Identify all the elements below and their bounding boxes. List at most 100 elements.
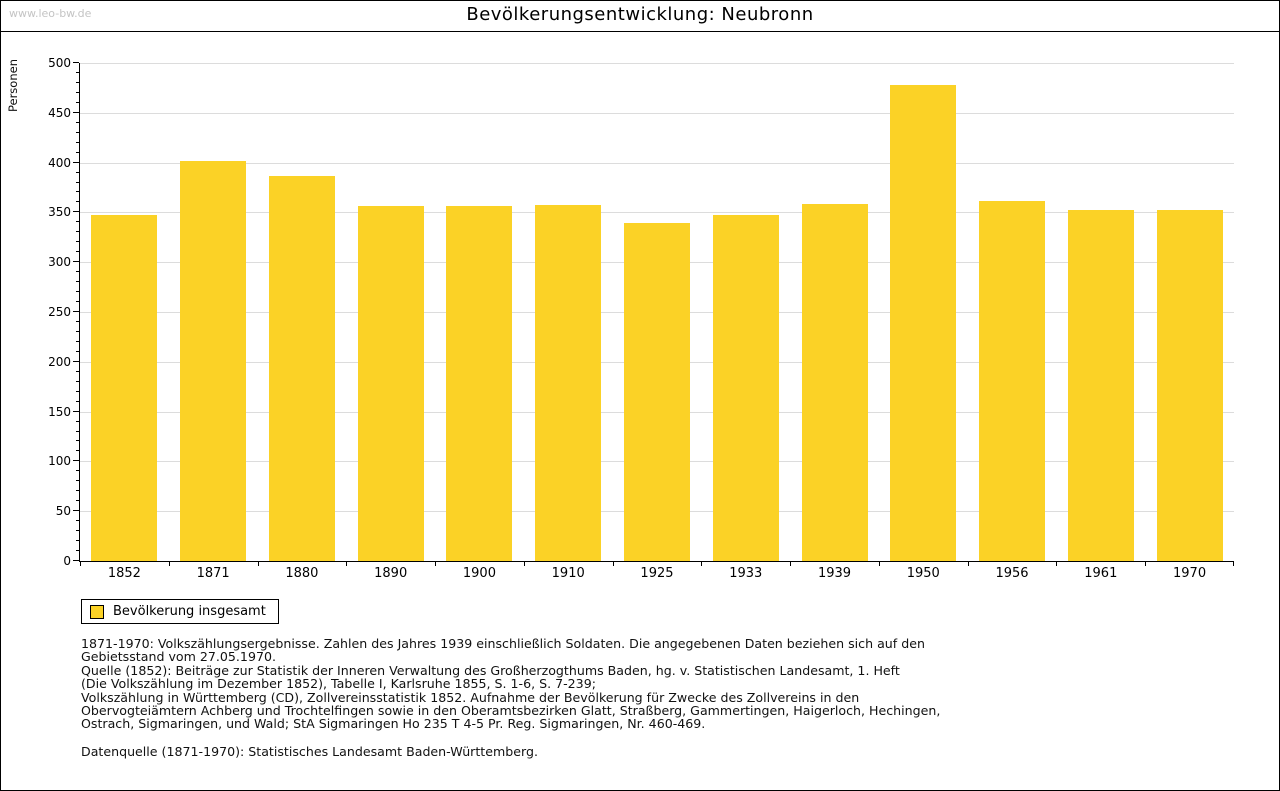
axis-tick bbox=[76, 440, 79, 442]
axis-tick bbox=[76, 500, 79, 502]
y-axis-tick-labels: 0 50 100 150 200 250 300 350 400 450 500 bbox=[1, 57, 71, 567]
x-tick-label: 1871 bbox=[196, 566, 230, 581]
axis-tick bbox=[76, 231, 79, 233]
footnote-line: Obervogteiämtern Achberg und Trochtelfin… bbox=[81, 703, 941, 719]
axis-tick bbox=[76, 121, 79, 123]
axis-tick bbox=[168, 562, 170, 566]
axis-tick bbox=[523, 562, 525, 566]
axis-tick bbox=[790, 562, 792, 566]
footnote-line: Volkszählung in Württemberg (CD), Zollve… bbox=[81, 689, 860, 705]
axis-tick bbox=[76, 181, 79, 183]
axis-tick bbox=[76, 520, 79, 522]
bar bbox=[91, 215, 158, 561]
y-tick-label: 500 bbox=[48, 56, 71, 70]
axis-tick bbox=[76, 201, 79, 203]
footnote-line: Quelle (1852): Beiträge zur Statistik de… bbox=[81, 662, 900, 678]
axis-tick bbox=[73, 211, 79, 213]
axis-tick bbox=[76, 550, 79, 552]
y-tick-label: 150 bbox=[48, 404, 71, 419]
axis-tick bbox=[76, 291, 79, 293]
x-tick-label: 1970 bbox=[1173, 566, 1207, 581]
plot-area bbox=[79, 63, 1234, 562]
axis-tick bbox=[967, 562, 969, 566]
axis-tick bbox=[76, 191, 79, 193]
x-tick-label: 1961 bbox=[1084, 566, 1118, 581]
bar bbox=[1156, 210, 1223, 561]
bar bbox=[357, 206, 424, 561]
axis-tick bbox=[76, 340, 79, 342]
y-tick-label: 50 bbox=[55, 504, 71, 519]
axis-tick bbox=[76, 470, 79, 472]
axis-tick bbox=[76, 221, 79, 223]
gridline bbox=[80, 63, 1234, 64]
axis-tick bbox=[76, 480, 79, 482]
axis-tick bbox=[76, 251, 79, 253]
axis-tick bbox=[73, 161, 79, 163]
axis-tick bbox=[76, 131, 79, 133]
axis-tick bbox=[76, 81, 79, 83]
legend-series-label: Bevölkerung insgesamt bbox=[113, 604, 266, 619]
axis-tick bbox=[76, 241, 79, 243]
legend-box: Bevölkerung insgesamt bbox=[81, 599, 279, 624]
x-tick-label: 1910 bbox=[551, 566, 585, 581]
axis-tick bbox=[1056, 562, 1058, 566]
bar bbox=[1067, 210, 1134, 561]
gridline bbox=[80, 112, 1234, 114]
x-tick-label: 1939 bbox=[817, 566, 852, 581]
axis-tick bbox=[76, 380, 79, 382]
x-tick-label: 1900 bbox=[462, 566, 496, 581]
axis-tick bbox=[76, 91, 79, 93]
axis-tick bbox=[76, 101, 79, 103]
footnotes: 1871-1970: Volkszählungsergebnisse. Zahl… bbox=[81, 636, 1221, 759]
axis-tick bbox=[73, 311, 79, 312]
axis-tick bbox=[73, 510, 79, 512]
x-axis-tick-labels: 1852 1871 1880 1890 1900 1910 1925 1933 1939 1950… bbox=[80, 566, 1234, 581]
axis-tick bbox=[76, 301, 79, 303]
axis-tick bbox=[76, 71, 79, 73]
axis-tick bbox=[80, 562, 81, 566]
axis-tick bbox=[76, 370, 79, 372]
axis-tick bbox=[76, 151, 79, 153]
x-tick-label: 1890 bbox=[374, 566, 408, 581]
y-tick-label: 450 bbox=[48, 105, 71, 120]
axis-tick bbox=[612, 562, 614, 566]
axis-tick bbox=[73, 560, 79, 561]
x-axis-tick-marks bbox=[80, 562, 1234, 567]
bar bbox=[979, 201, 1046, 561]
axis-tick bbox=[701, 562, 703, 566]
x-tick-label: 1852 bbox=[107, 566, 141, 581]
axis-tick bbox=[76, 141, 79, 143]
bar bbox=[180, 160, 247, 561]
y-axis-tick-marks bbox=[71, 62, 79, 561]
chart-title: Bevölkerungsentwicklung: Neubronn bbox=[466, 4, 814, 25]
footnote-line: 1871-1970: Volkszählungsergebnisse. Zahl… bbox=[81, 636, 925, 651]
axis-tick bbox=[73, 460, 79, 462]
footnote-line: Gebietsstand vom 27.05.1970. bbox=[81, 649, 276, 665]
y-tick-label: 100 bbox=[48, 454, 71, 469]
bar bbox=[801, 204, 868, 561]
x-tick-label: 1956 bbox=[995, 566, 1029, 581]
bar bbox=[446, 206, 513, 561]
y-tick-label: 250 bbox=[48, 305, 71, 319]
y-tick-label: 350 bbox=[48, 205, 71, 220]
y-tick-label: 200 bbox=[48, 354, 71, 369]
watermark-text: www.leo-bw.de bbox=[9, 7, 92, 20]
axis-tick bbox=[76, 400, 79, 402]
axis-tick bbox=[76, 430, 79, 432]
axis-tick bbox=[73, 111, 79, 113]
axis-tick bbox=[1233, 562, 1234, 566]
axis-tick bbox=[73, 261, 79, 263]
axis-tick bbox=[435, 562, 437, 566]
axis-tick bbox=[76, 171, 79, 173]
y-tick-label: 400 bbox=[48, 155, 71, 170]
axis-tick bbox=[73, 360, 79, 362]
y-tick-label: 0 bbox=[63, 554, 71, 568]
axis-tick bbox=[76, 490, 79, 492]
gridline bbox=[80, 162, 1234, 164]
axis-tick bbox=[878, 562, 880, 566]
y-tick-label: 300 bbox=[48, 255, 71, 270]
footnote-line: Ostrach, Sigmaringen, und Wald; StA Sigm… bbox=[81, 716, 706, 732]
axis-tick bbox=[76, 350, 79, 352]
bar bbox=[535, 205, 602, 561]
